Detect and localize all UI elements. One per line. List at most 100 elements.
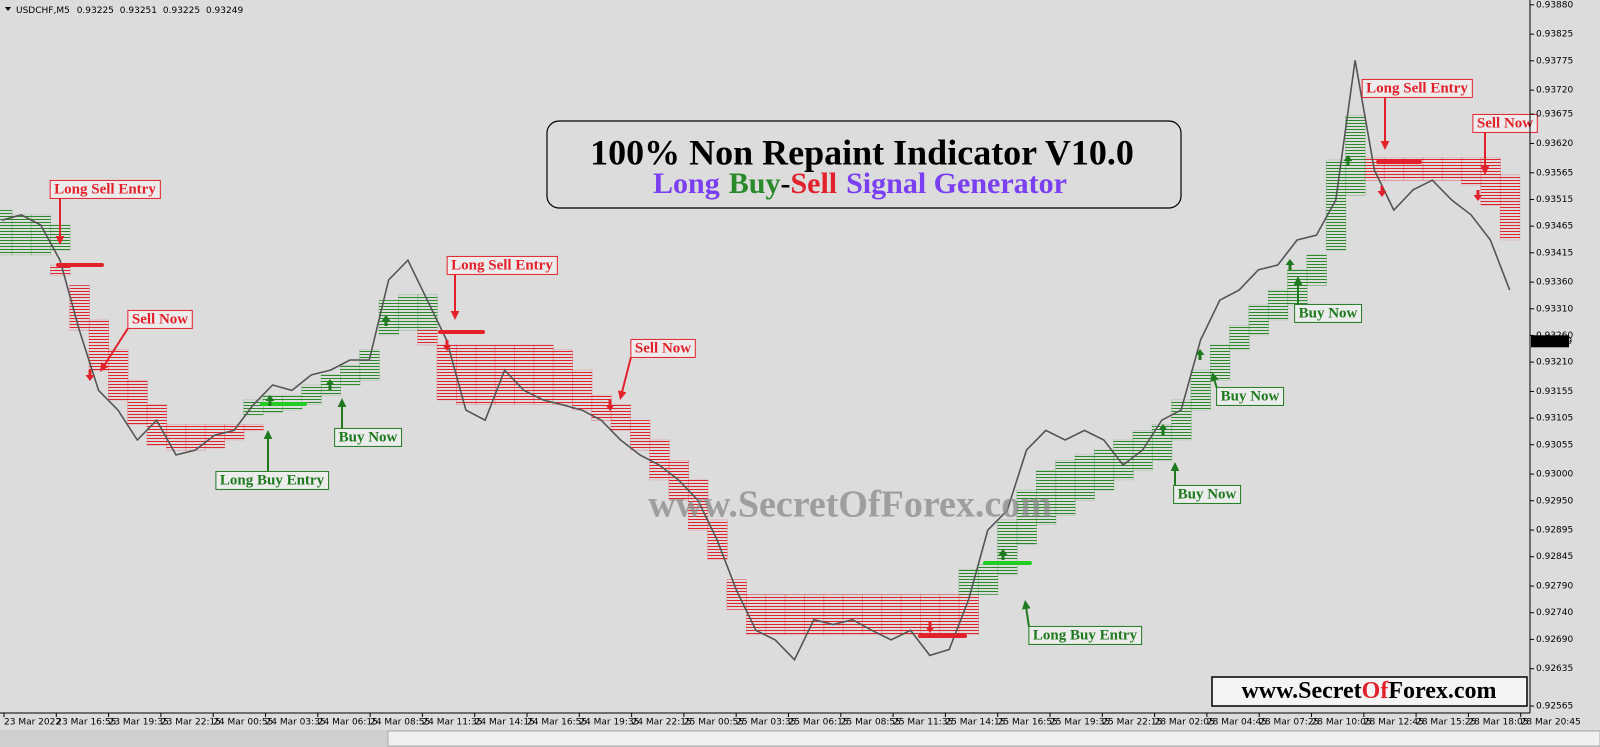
cloud-segment: [513, 344, 535, 406]
cloud-segment: [11, 214, 32, 256]
annotation-box: [49, 179, 161, 199]
annotation: Buy Now: [334, 398, 403, 447]
x-tick-label: 28 Mar 15:25: [1416, 718, 1476, 728]
cloud-segment: [456, 344, 477, 406]
cloud-segment: [301, 384, 322, 406]
subtitle-part: Long: [653, 167, 720, 200]
annotation-arrowhead: [55, 235, 65, 245]
annotation-arrowhead: [450, 310, 460, 320]
ohlc-open: 0.93225: [77, 6, 114, 16]
x-tick-label: 24 Mar 00:55: [213, 718, 273, 728]
annotation-box: [1216, 386, 1285, 406]
last-price-label: 0.93249: [1535, 337, 1572, 347]
annotation: Long Buy Entry: [215, 430, 330, 490]
cloud-segment: [784, 594, 805, 635]
annotation-arrowhead: [337, 398, 347, 408]
cloud-segment: [1441, 157, 1463, 181]
cloud-segment: [1499, 174, 1521, 241]
cloud-segment: [765, 594, 786, 635]
x-tick-label: 25 Mar 16:55: [998, 718, 1058, 728]
cloud-segment: [1345, 114, 1366, 196]
x-tick-label: 28 Mar 12:45: [1364, 718, 1424, 728]
price-line: [1, 60, 1511, 662]
x-tick-label: 25 Mar 22:15: [1102, 718, 1162, 728]
subtitle-part: Signal Generator: [846, 167, 1067, 200]
indicator-cloud: [0, 114, 1521, 635]
annotation: Buy Now: [1293, 276, 1363, 323]
cloud-segment: [1093, 449, 1115, 491]
annotation-box: [1472, 113, 1538, 133]
annotation-label: Long Sell Entry: [1366, 80, 1468, 96]
y-tick-label: 0.92895: [1536, 526, 1573, 536]
cloud-segment: [939, 594, 960, 635]
cloud-segment: [1171, 399, 1192, 441]
buy-arrow: [1158, 424, 1168, 435]
x-tick-label: 23 Mar 16:55: [56, 718, 116, 728]
x-tick-label: 28 Mar 04:45: [1207, 718, 1267, 728]
x-tick-label: 25 Mar 06:15: [789, 718, 849, 728]
cloud-segment: [745, 594, 767, 635]
footer-part: Of: [1362, 678, 1390, 704]
y-tick-label: 0.92790: [1536, 582, 1573, 592]
y-tick-label: 0.92565: [1536, 702, 1573, 712]
cloud-segment: [997, 519, 1018, 576]
annotation: Sell Now: [1472, 113, 1538, 175]
y-tick-label: 0.92740: [1536, 608, 1573, 618]
axes: 0.93880 0.93825 0.93775 0.93720 0.93675 0.936…: [3, 0, 1581, 728]
y-tick-label: 0.93620: [1536, 139, 1573, 149]
signal-layer: Long Sell Entry Sell Now Long Buy Entry Buy…: [49, 78, 1538, 645]
x-tick-label: 24 Mar 16:55: [527, 718, 587, 728]
y-tick-label: 0.93565: [1536, 168, 1573, 178]
cloud-segment: [0, 209, 13, 256]
y-tick-label: 0.92635: [1536, 664, 1573, 674]
x-tick-label: 25 Mar 03:35: [736, 718, 796, 728]
sell-arrow: [925, 622, 935, 633]
cloud-segment: [88, 319, 110, 371]
x-tick-label: 28 Mar 02:05: [1155, 718, 1215, 728]
cloud-segment: [552, 349, 573, 406]
annotation-label: Long Sell Entry: [54, 181, 156, 197]
x-tick-label: 24 Mar 14:15: [475, 718, 535, 728]
y-tick-label: 0.93000: [1536, 470, 1573, 480]
sell-arrow: [1473, 190, 1483, 201]
annotation-label: Sell Now: [1477, 115, 1533, 131]
chart-subtitle: Long Buy-Sell Signal Generator: [653, 167, 1067, 200]
buy-arrow: [998, 549, 1008, 560]
annotation-label: Buy Now: [1221, 388, 1280, 404]
sell-arrow: [605, 400, 615, 411]
annotation-box: [1028, 625, 1143, 645]
annotation: Long Sell Entry: [49, 179, 161, 245]
x-tick-label: 24 Mar 11:35: [422, 718, 482, 728]
cloud-segment: [1190, 369, 1211, 411]
cloud-segment: [1229, 325, 1250, 351]
cloud-segment: [475, 344, 496, 406]
annotation-label: Long Buy Entry: [220, 472, 325, 488]
scrollbar[interactable]: [387, 730, 1600, 747]
cloud-segment: [823, 594, 844, 635]
cloud-segment: [842, 594, 863, 635]
annotation-label: Sell Now: [635, 340, 691, 356]
symbol: USDCHF,M5: [16, 6, 70, 16]
annotation-box: [1173, 484, 1242, 504]
annotation: Long Sell Entry: [446, 255, 558, 320]
cloud-segment: [340, 365, 361, 386]
x-tick-label: 28 Mar 07:25: [1259, 718, 1319, 728]
menu-triangle[interactable]: [5, 7, 11, 11]
annotation-arrowhead: [100, 362, 109, 372]
annotation-arrowhead: [1022, 600, 1031, 610]
annotation-arrow: [1025, 607, 1030, 627]
y-tick-label: 0.93360: [1536, 278, 1573, 288]
annotation-arrowhead: [618, 390, 627, 400]
cloud-segment: [108, 349, 129, 401]
y-tick-label: 0.93415: [1536, 248, 1573, 258]
cloud-segment: [1151, 424, 1173, 461]
sell-arrow: [85, 370, 95, 381]
x-tick-label: 24 Mar 06:15: [318, 718, 378, 728]
cloud-segment: [1209, 344, 1231, 381]
annotation-arrow: [1213, 379, 1218, 388]
cloud-segment: [1422, 157, 1443, 181]
y-tick-label: 0.93880: [1536, 0, 1573, 10]
annotation-label: Buy Now: [1299, 305, 1358, 321]
